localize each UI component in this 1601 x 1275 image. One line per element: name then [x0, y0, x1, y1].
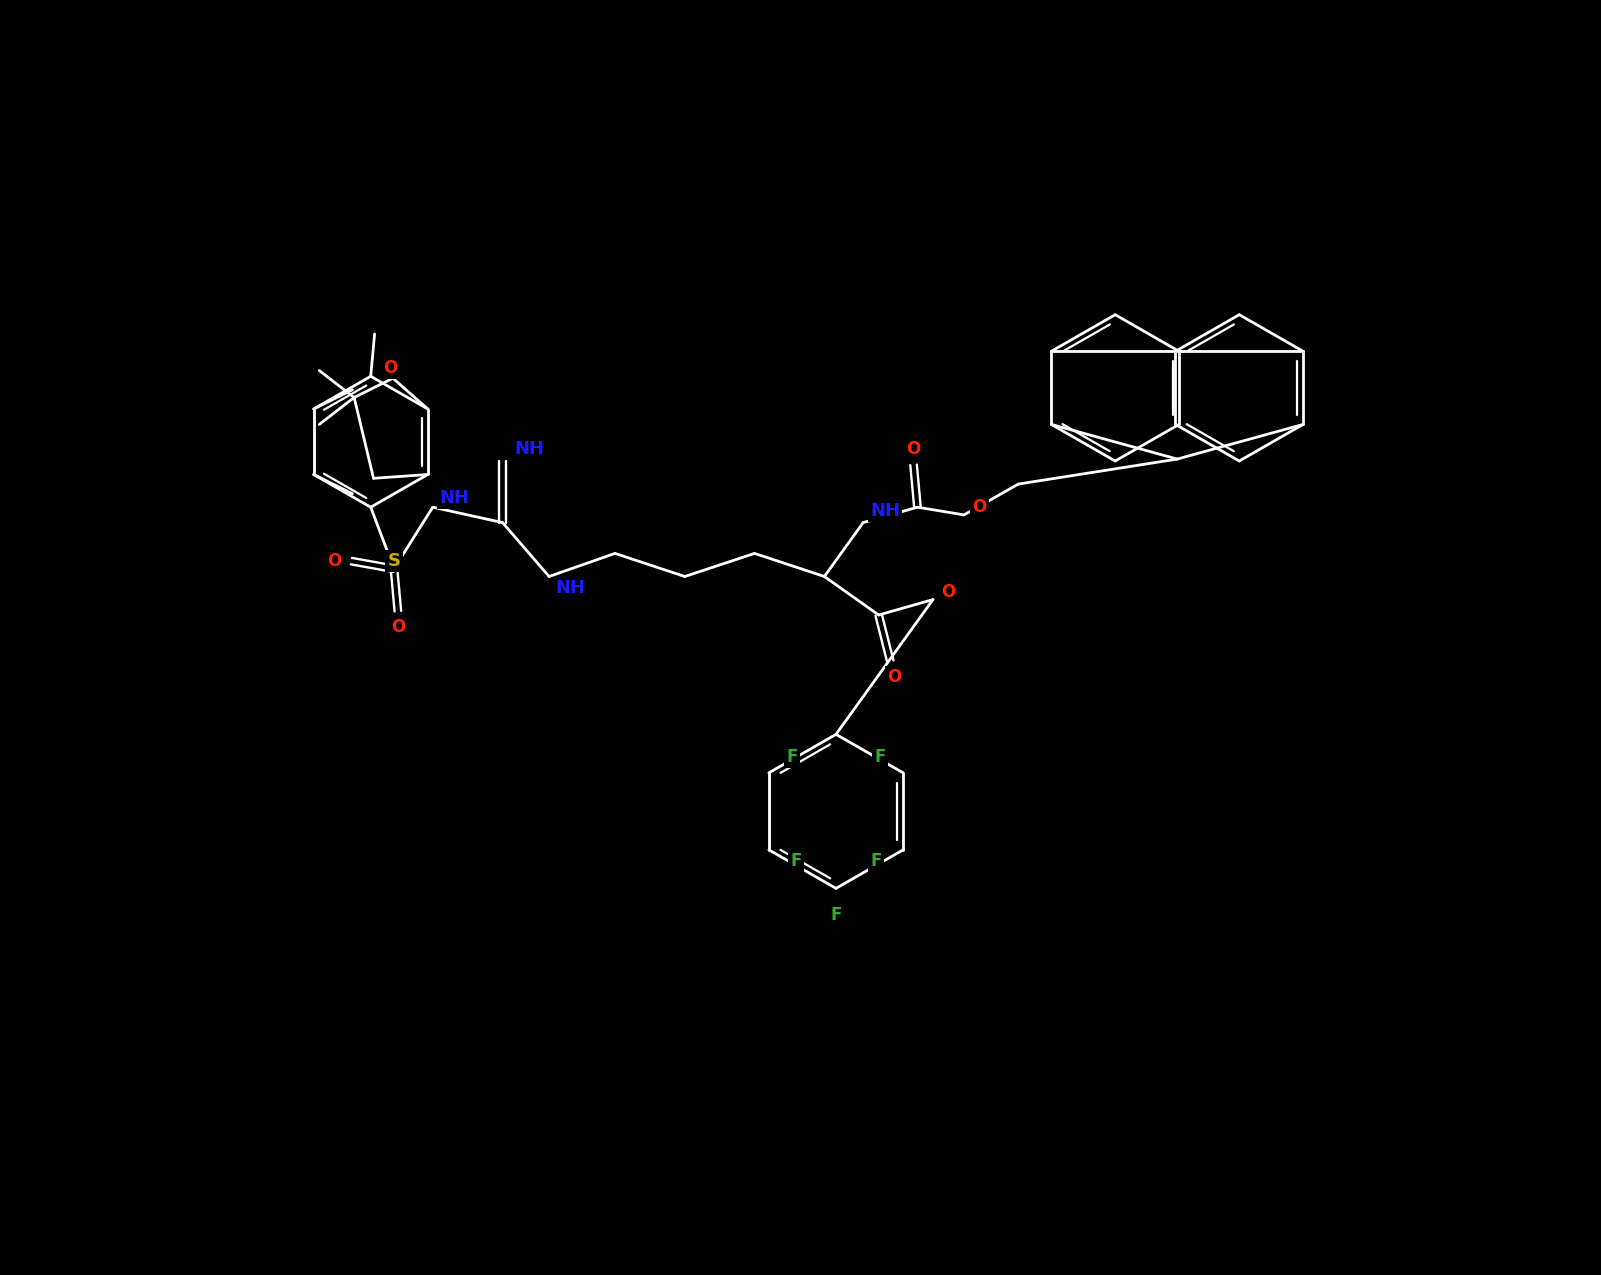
- Text: O: O: [906, 440, 921, 459]
- Text: O: O: [941, 583, 956, 601]
- Text: O: O: [972, 499, 986, 516]
- Text: F: F: [874, 748, 885, 766]
- Text: O: O: [887, 668, 901, 686]
- Text: F: F: [786, 748, 797, 766]
- Text: NH: NH: [869, 502, 900, 520]
- Text: NH: NH: [440, 488, 469, 507]
- Text: NH: NH: [514, 440, 544, 459]
- Text: S: S: [387, 552, 400, 570]
- Text: NH: NH: [556, 579, 586, 597]
- Text: O: O: [391, 617, 405, 635]
- Text: F: F: [831, 907, 842, 924]
- Text: F: F: [791, 853, 802, 871]
- Text: F: F: [871, 853, 882, 871]
- Text: O: O: [384, 360, 397, 377]
- Text: O: O: [327, 552, 341, 570]
